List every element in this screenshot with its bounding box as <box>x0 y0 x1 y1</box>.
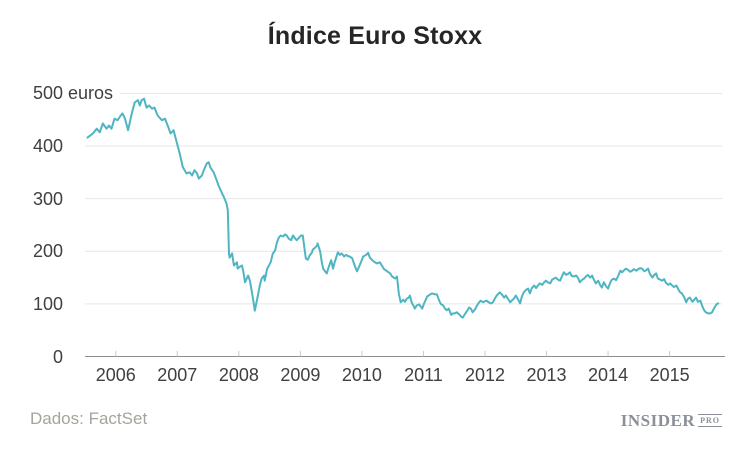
x-axis-label-2010: 2010 <box>341 365 382 385</box>
x-axis-label-2007: 2007 <box>157 365 198 385</box>
y-axis-label-300: 300 <box>32 188 63 209</box>
series-line-euro-stoxx <box>86 97 720 319</box>
y-axis-label-500: 500 euros <box>32 83 114 104</box>
chart-title: Índice Euro Stoxx <box>267 22 483 50</box>
y-axis-unit-label: euros <box>68 83 114 104</box>
x-axis-label-2006: 2006 <box>95 365 136 385</box>
x-axis-label-2012: 2012 <box>464 365 506 385</box>
logo-pro-badge: PRO <box>698 413 722 427</box>
y-axis-label-0: 0 <box>52 346 63 367</box>
x-axis-label-2015: 2015 <box>649 365 690 385</box>
insider-pro-logo: INSIDER PRO <box>620 411 722 430</box>
source-credit: Dados: FactSet <box>30 409 148 428</box>
x-axis-label-2008: 2008 <box>218 365 259 385</box>
y-axis-label-200: 200 <box>32 241 63 262</box>
y-axis-label-100: 100 <box>32 293 63 314</box>
y-axis-label-400: 400 <box>32 136 63 157</box>
x-axis-label-2011: 2011 <box>404 365 443 385</box>
x-axis-label-2013: 2013 <box>526 365 567 385</box>
x-axis-label-2014: 2014 <box>588 365 629 385</box>
x-axis-label-2009: 2009 <box>280 365 321 385</box>
logo-insider-text: INSIDER <box>620 411 696 430</box>
